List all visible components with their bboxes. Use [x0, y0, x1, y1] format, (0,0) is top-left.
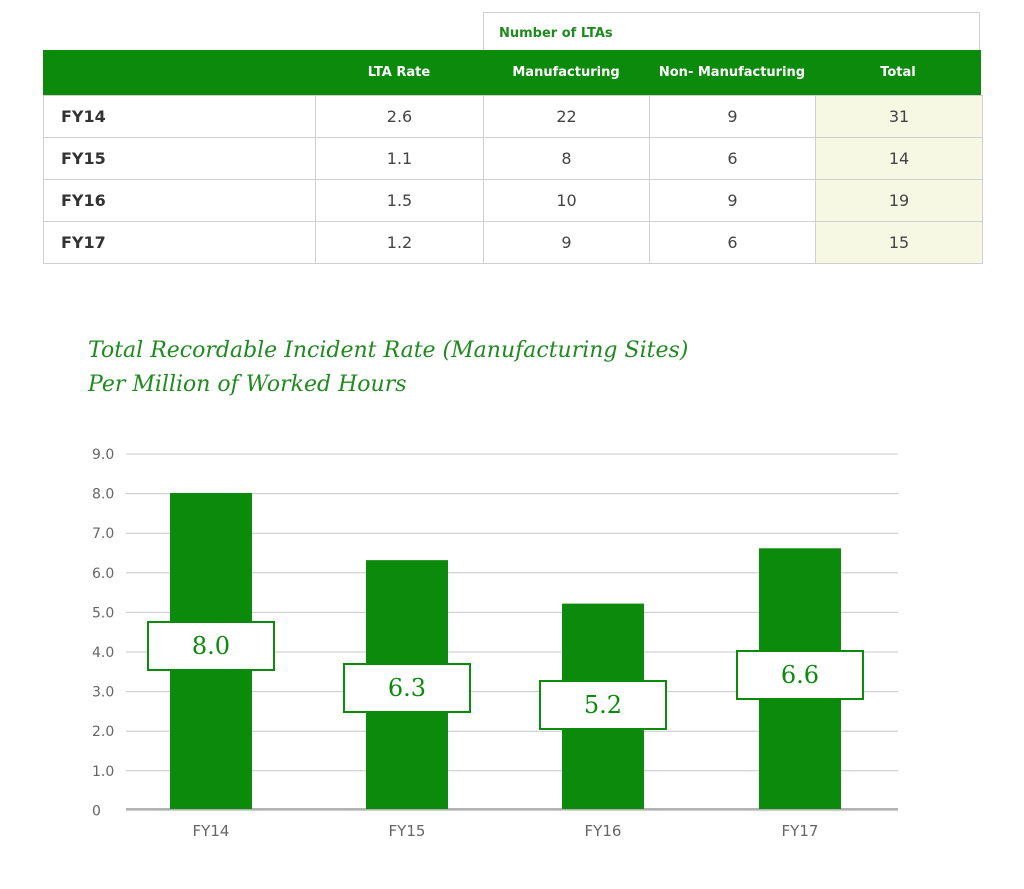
lta-rate-cell: 1.2 — [315, 221, 484, 264]
manufacturing-cell: 9 — [483, 221, 650, 264]
column-header-non-manufacturing: Non- Manufacturing — [658, 65, 806, 80]
non-manufacturing-cell: 6 — [649, 137, 816, 180]
chart-title: Total Recordable Incident Rate (Manufact… — [88, 334, 688, 402]
year-cell: FY16 — [43, 179, 316, 222]
data-label: 5.2 — [584, 691, 622, 719]
lta-table: FY14 2.6 22 9 31 FY15 1.1 8 6 14 FY16 1.… — [43, 95, 983, 264]
y-tick-label: 5.0 — [92, 605, 114, 621]
total-cell: 31 — [815, 95, 983, 138]
total-cell: 14 — [815, 137, 983, 180]
data-label: 8.0 — [192, 632, 230, 660]
table-row: FY17 1.2 9 6 15 — [43, 221, 983, 264]
column-header-lta-rate: LTA Rate — [367, 65, 431, 80]
table-row: FY15 1.1 8 6 14 — [43, 137, 983, 180]
column-header-manufacturing: Manufacturing — [512, 65, 620, 80]
x-tick-label: FY17 — [782, 822, 819, 840]
manufacturing-cell: 22 — [483, 95, 650, 138]
non-manufacturing-cell: 6 — [649, 221, 816, 264]
number-of-ltas-group-header: Number of LTAs — [483, 12, 980, 50]
table-row: FY16 1.5 10 9 19 — [43, 179, 983, 222]
column-header-total: Total — [880, 65, 916, 80]
y-tick-label: 6.0 — [92, 566, 114, 582]
y-tick-label: 4.0 — [92, 645, 114, 661]
x-tick-label: FY16 — [585, 822, 622, 840]
year-cell: FY17 — [43, 221, 316, 264]
y-tick-label: 8.0 — [92, 487, 114, 503]
group-header-label: Number of LTAs — [499, 26, 613, 41]
chart-title-line-2: Per Million of Worked Hours — [88, 372, 407, 397]
y-tick-label: 9.0 — [92, 447, 114, 463]
data-label: 6.6 — [781, 661, 819, 689]
chart-title-line-1: Total Recordable Incident Rate (Manufact… — [88, 338, 689, 363]
table-header-row: LTA Rate Manufacturing Non- Manufacturin… — [43, 50, 981, 95]
manufacturing-cell: 10 — [483, 179, 650, 222]
value-label-box — [343, 663, 471, 713]
lta-rate-cell: 2.6 — [315, 95, 484, 138]
x-tick-label: FY14 — [193, 822, 230, 840]
data-label: 6.3 — [388, 674, 426, 702]
y-tick-label: 7.0 — [92, 526, 114, 542]
y-tick-label: 1.0 — [92, 764, 114, 780]
y-tick-label: 2.0 — [92, 724, 114, 740]
table-row: FY14 2.6 22 9 31 — [43, 95, 983, 138]
non-manufacturing-cell: 9 — [649, 95, 816, 138]
total-cell: 15 — [815, 221, 983, 264]
value-label-box — [147, 621, 275, 671]
total-cell: 19 — [815, 179, 983, 222]
value-label-box — [736, 650, 864, 700]
y-tick-label: 3.0 — [92, 685, 114, 701]
value-label-box — [539, 680, 667, 730]
y-tick-label: 0 — [92, 803, 101, 819]
x-tick-label: FY15 — [389, 822, 426, 840]
